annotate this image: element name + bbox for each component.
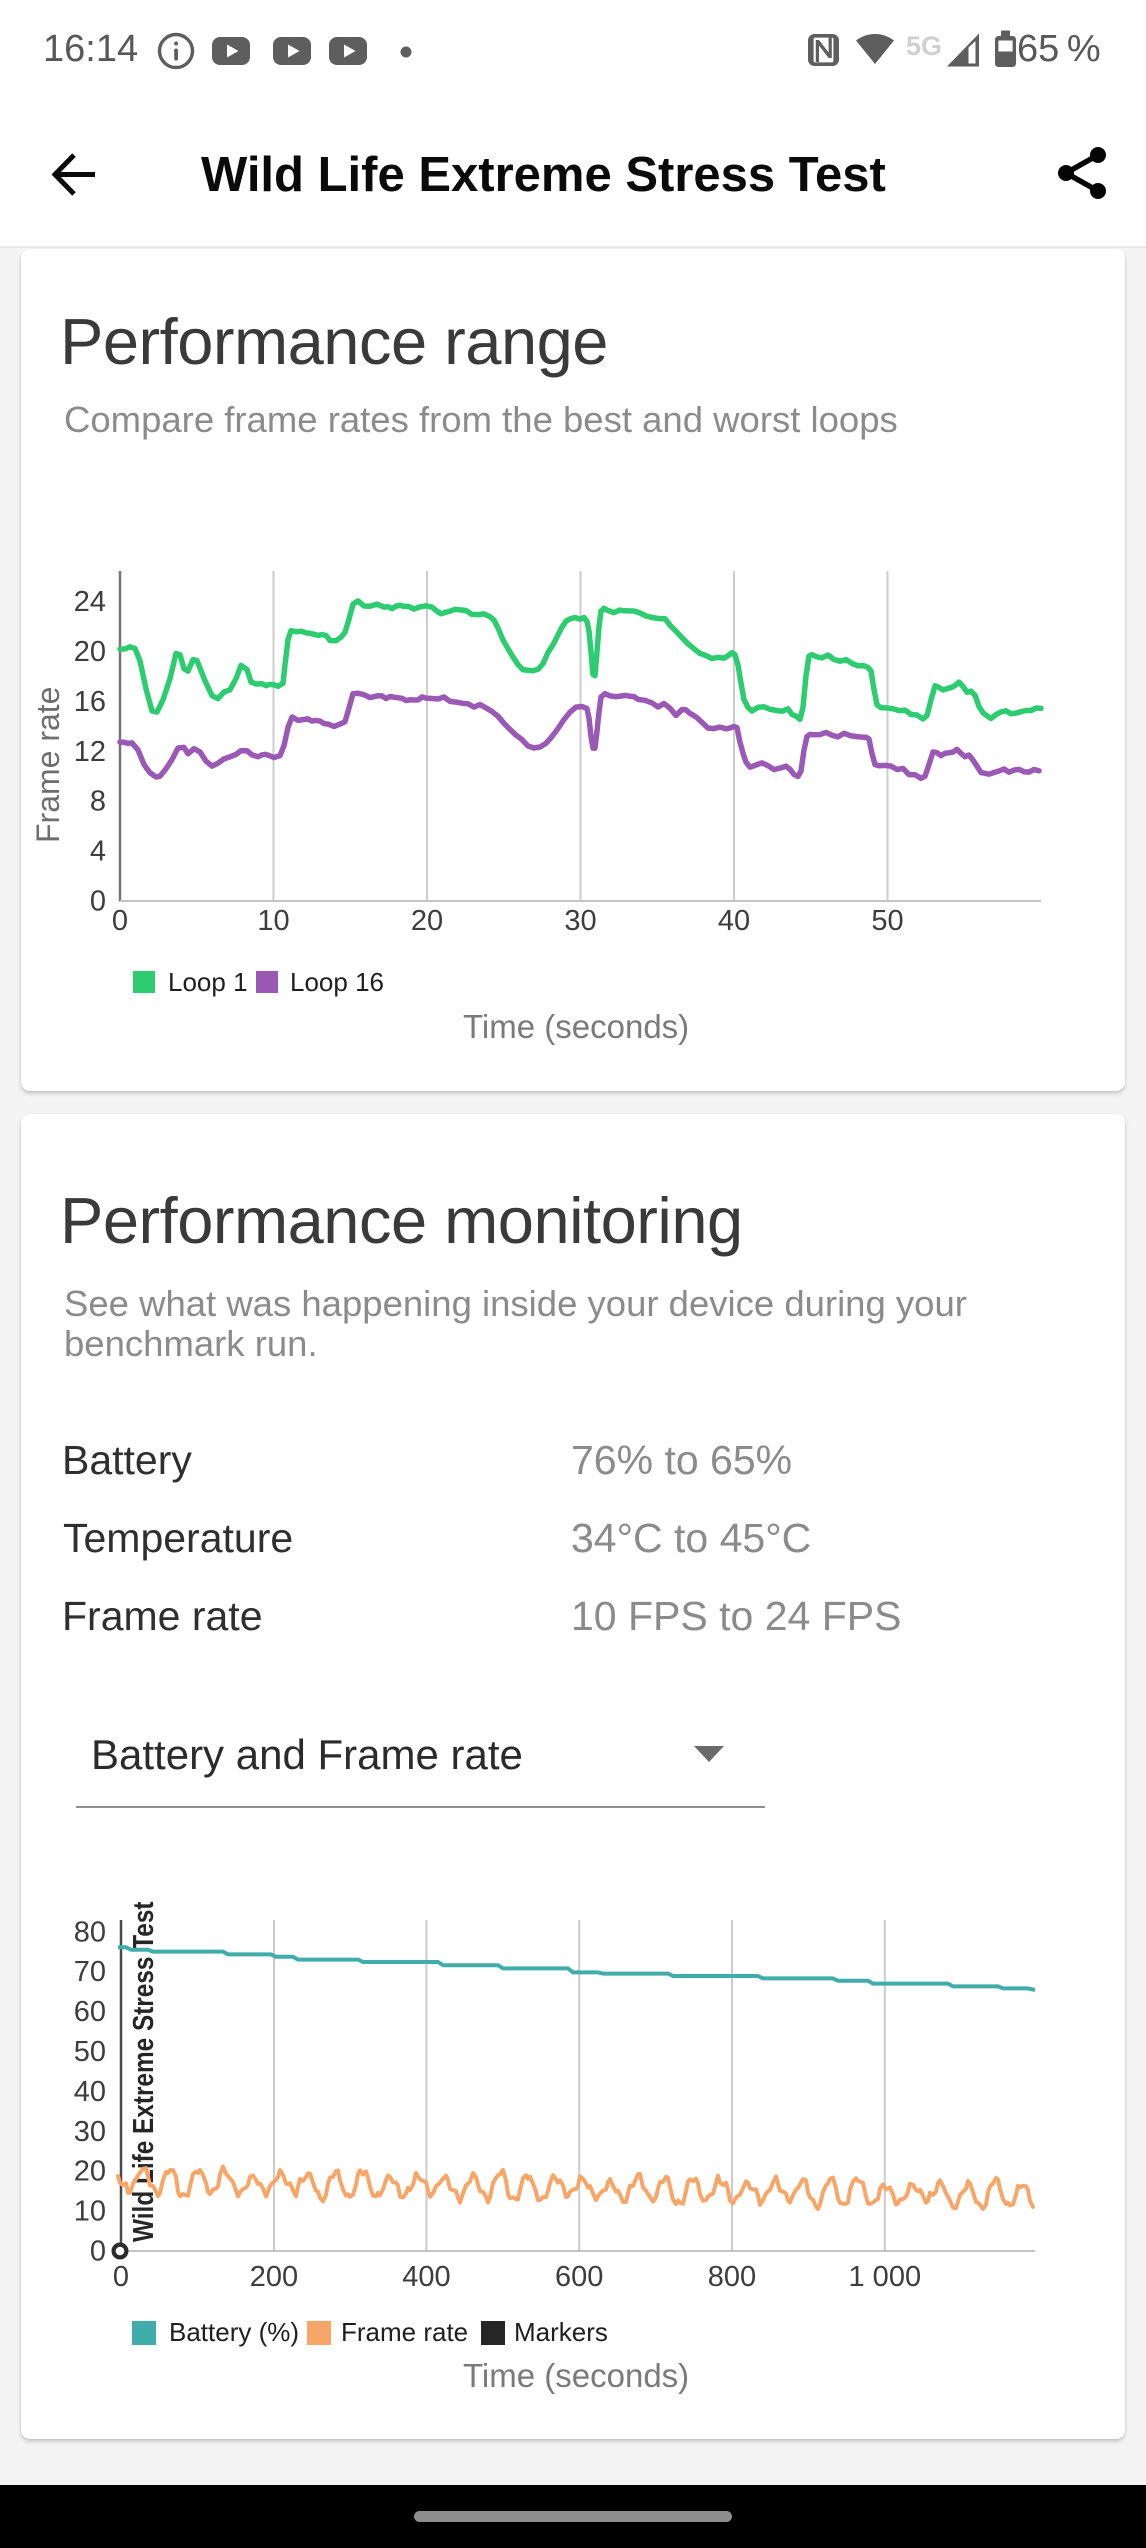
svg-text:16: 16 xyxy=(74,686,106,718)
svg-text:10: 10 xyxy=(257,905,289,937)
svg-text:20: 20 xyxy=(411,905,443,937)
svg-text:24: 24 xyxy=(74,586,106,618)
svg-text:60: 60 xyxy=(74,1996,106,2028)
svg-text:10: 10 xyxy=(74,2196,106,2228)
svg-text:50: 50 xyxy=(74,2036,106,2068)
svg-text:8: 8 xyxy=(90,786,106,818)
svg-text:20: 20 xyxy=(74,636,106,668)
svg-text:30: 30 xyxy=(564,905,596,937)
svg-text:30: 30 xyxy=(74,2116,106,2148)
svg-text:4: 4 xyxy=(90,836,106,868)
svg-text:800: 800 xyxy=(708,2261,756,2293)
svg-text:40: 40 xyxy=(718,905,750,937)
svg-text:200: 200 xyxy=(250,2261,298,2293)
svg-text:20: 20 xyxy=(74,2156,106,2188)
svg-text:0: 0 xyxy=(90,2236,106,2268)
svg-text:80: 80 xyxy=(74,1916,106,1948)
svg-text:70: 70 xyxy=(74,1956,106,1988)
svg-text:40: 40 xyxy=(74,2076,106,2108)
svg-text:12: 12 xyxy=(74,736,106,768)
svg-text:50: 50 xyxy=(871,905,903,937)
svg-text:400: 400 xyxy=(402,2261,450,2293)
svg-text:5G: 5G xyxy=(906,31,942,61)
svg-text:0: 0 xyxy=(113,2261,129,2293)
svg-text:600: 600 xyxy=(555,2261,603,2293)
svg-text:1 000: 1 000 xyxy=(849,2261,922,2293)
svg-text:0: 0 xyxy=(112,905,128,937)
svg-text:0: 0 xyxy=(90,886,106,918)
